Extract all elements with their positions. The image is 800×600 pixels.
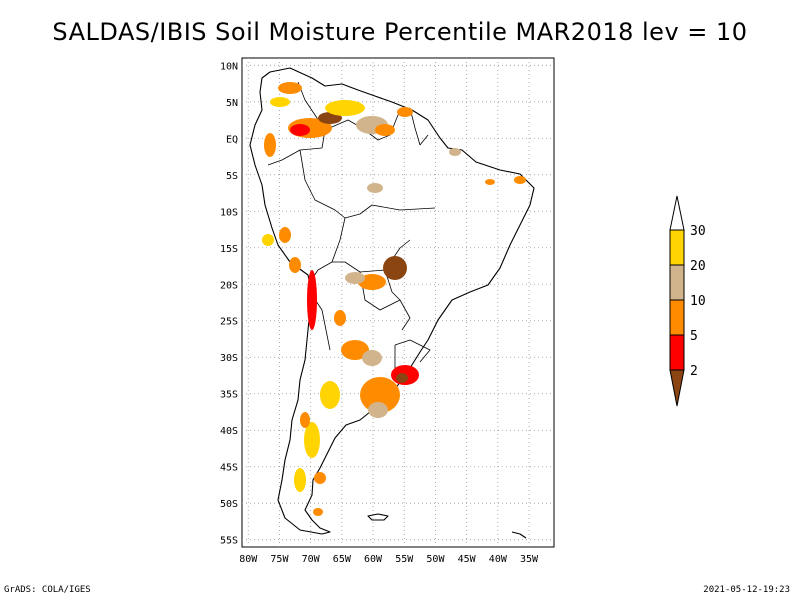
lon-tick-label: 45W [458, 554, 477, 565]
colorbar-seg-10 [669, 299, 685, 336]
lon-tick-label: 60W [364, 554, 383, 565]
colorbar-bottom-cap [669, 369, 685, 407]
lat-tick-label: 10S [220, 207, 238, 218]
lat-tick-label: EQ [226, 134, 238, 145]
lon-tick-label: 35W [520, 554, 539, 565]
anomaly-patch [449, 148, 461, 156]
colorbar-seg-30 [669, 229, 685, 266]
anomaly-patch [262, 234, 274, 246]
colorbar-label-10: 10 [690, 294, 706, 309]
anomaly-patch [264, 133, 276, 157]
colorbar-label-20: 20 [690, 259, 706, 274]
lon-tick-label: 75W [270, 554, 289, 565]
anomaly-patch [304, 422, 320, 458]
colorbar-label-2: 2 [690, 364, 698, 379]
anomaly-patch [300, 412, 310, 428]
lon-tick-label: 65W [333, 554, 352, 565]
anomaly-patch [279, 227, 291, 243]
lon-tick-label: 80W [239, 554, 258, 565]
anomaly-patch [341, 340, 369, 360]
anomaly-patch [360, 377, 400, 413]
anomaly-patch [314, 472, 326, 484]
lat-tick-label: 45S [220, 463, 238, 474]
anomaly-patch [334, 310, 346, 326]
anomaly-patch [294, 468, 306, 492]
footer-credit: GrADS: COLA/IGES [4, 585, 91, 595]
anomaly-patch [368, 402, 388, 418]
anomaly-patch [345, 272, 365, 284]
lat-tick-label: 20S [220, 280, 238, 291]
anomaly-patch [383, 256, 407, 280]
lon-tick-label: 40W [489, 554, 508, 565]
colorbar-top-cap [669, 195, 685, 231]
anomaly-patch [270, 97, 290, 107]
anomaly-patch [290, 124, 310, 136]
lat-tick-label: 5N [226, 98, 238, 109]
longitude-labels: 80W 75W 70W 65W 60W 55W 50W 45W 40W 35W [239, 554, 539, 565]
lon-tick-label: 55W [395, 554, 414, 565]
footer-timestamp: 2021-05-12-19:23 [703, 585, 790, 595]
anomaly-patch [367, 183, 383, 193]
anomaly-patch [375, 124, 395, 136]
lat-tick-label: 35S [220, 390, 238, 401]
anomaly-patch [307, 270, 317, 330]
anomaly-patch [278, 82, 302, 94]
lat-tick-label: 10N [220, 61, 238, 72]
colorbar: 30 20 10 5 2 [669, 195, 706, 407]
lat-tick-label: 15S [220, 244, 238, 255]
falkland-islands [367, 513, 389, 521]
colorbar-seg-5 [669, 334, 685, 371]
anomaly-patch [313, 508, 323, 516]
colorbar-label-30: 30 [690, 224, 706, 239]
colorbar-seg-20 [669, 264, 685, 301]
south-georgia [511, 531, 527, 539]
anomaly-patch [397, 107, 413, 117]
lat-tick-label: 40S [220, 426, 238, 437]
anomaly-patch [396, 373, 408, 383]
anomaly-patch [289, 257, 301, 273]
anomaly-patch [362, 350, 382, 366]
lat-tick-label: 55S [220, 536, 238, 547]
map-frame [241, 57, 555, 548]
anomaly-patch [325, 100, 365, 116]
lat-tick-label: 30S [220, 353, 238, 364]
lat-tick-label: 5S [226, 171, 238, 182]
anomaly-patch [320, 381, 340, 409]
latitude-labels: 10N 5N EQ 5S 10S 15S 20S 25S 30S 35S 40S 45S 50S 55S [220, 61, 238, 546]
lat-tick-label: 25S [220, 317, 238, 328]
anomaly-shading [262, 82, 526, 516]
lon-tick-label: 50W [426, 554, 445, 565]
lon-tick-label: 70W [302, 554, 321, 565]
map-title: SALDAS/IBIS Soil Moisture Percentile MAR… [52, 18, 748, 46]
anomaly-patch [514, 176, 526, 184]
colorbar-label-5: 5 [690, 329, 698, 344]
lat-tick-label: 50S [220, 499, 238, 510]
anomaly-patch [485, 179, 495, 185]
